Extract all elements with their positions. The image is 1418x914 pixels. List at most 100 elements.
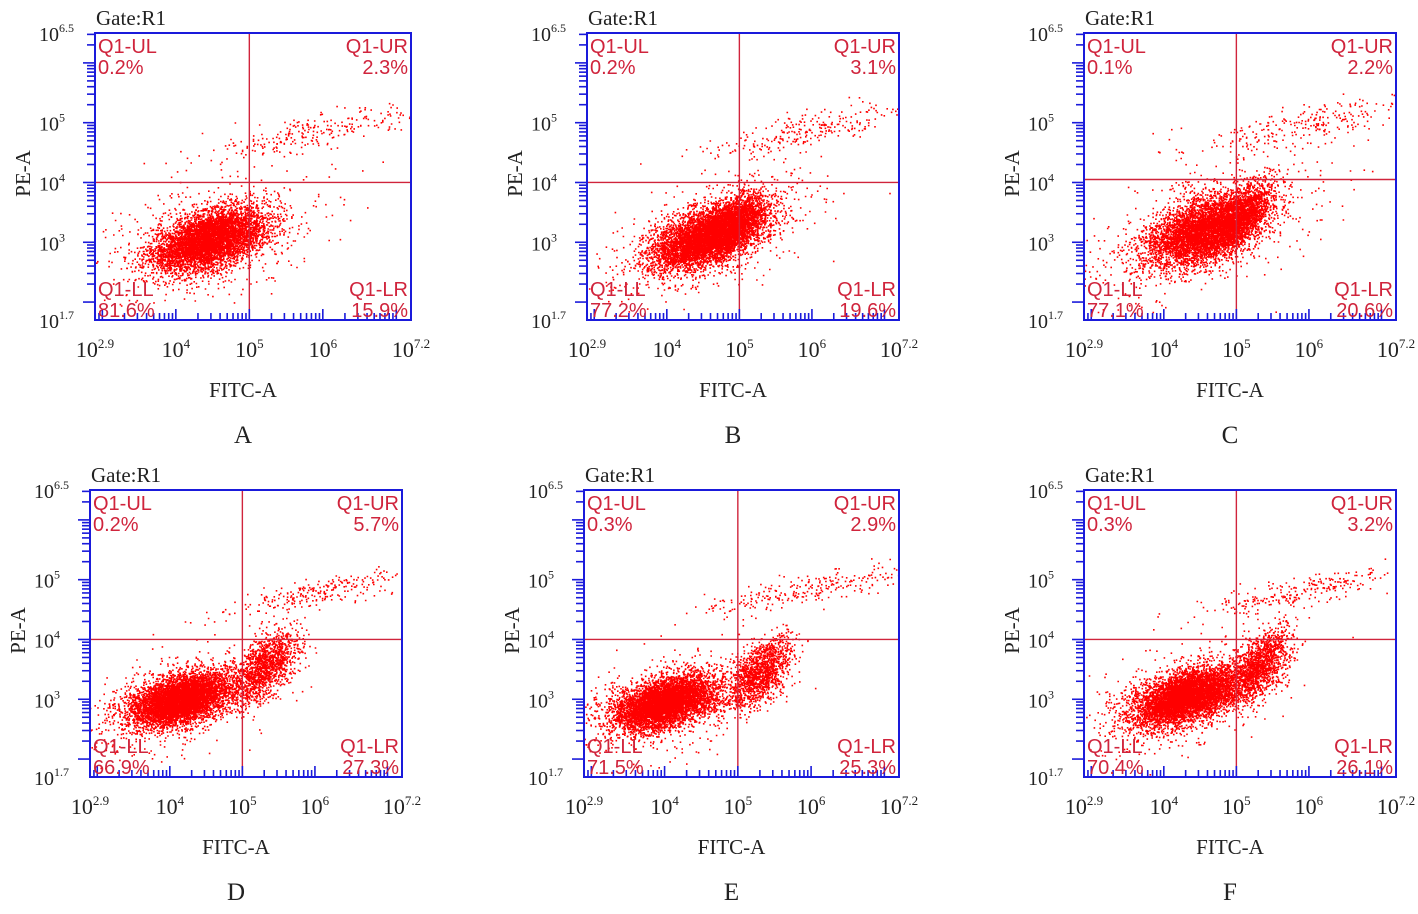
y-tick-label: 101.7 (39, 308, 74, 333)
quadrant-percent-q1-ur: 3.2% (1347, 514, 1393, 536)
plot-area (90, 490, 402, 777)
x-tick-label: 102.9 (71, 793, 109, 819)
y-tick-label: 106.5 (1028, 21, 1063, 46)
plot-frame (1083, 32, 1397, 321)
x-tick-label: 102.9 (568, 336, 606, 362)
gate-title: Gate:R1 (588, 6, 658, 30)
quadrant-percent-q1-ll: 71.5% (587, 757, 644, 779)
x-tick-label: 104 (162, 336, 191, 362)
y-tick-label: 104 (531, 170, 557, 195)
y-tick-label: 105 (1028, 568, 1054, 593)
panel-label: C (1222, 422, 1239, 449)
axis-ticks (572, 490, 886, 777)
quadrant-percent-q1-ul: 0.1% (1087, 57, 1133, 79)
x-tick-label: 106 (1295, 793, 1324, 819)
flow-plot-panel-b: 102.9 104 105 106 107.2 106.5 105 104 103 101.7 Ga… (503, 6, 918, 449)
panel-label: B (725, 422, 742, 449)
x-tick-label: 104 (156, 793, 185, 819)
quadrant-name-q1-ur: Q1-UR (1331, 493, 1393, 515)
x-tick-label: 106 (301, 793, 330, 819)
quadrant-name-q1-lr: Q1-LR (1334, 279, 1393, 301)
x-tick-label: 105 (228, 793, 256, 819)
plot-frame (586, 32, 900, 321)
quadrant-percent-q1-ll: 70.4% (1087, 757, 1144, 779)
flow-plot-panel-f: 102.9 104 105 106 107.2 106.5 105 104 103 101.7 Ga… (1000, 463, 1415, 906)
quadrant-percent-q1-lr: 25.3% (839, 757, 896, 779)
y-axis-label: PE-A (500, 606, 524, 654)
y-tick-label: 103 (34, 687, 60, 712)
quadrant-percent-q1-ur: 2.9% (850, 514, 896, 536)
quadrant-name-q1-ur: Q1-UR (1331, 36, 1393, 58)
quadrant-percent-q1-ul: 0.2% (590, 57, 636, 79)
y-tick-label: 104 (528, 627, 554, 652)
y-tick-label: 104 (39, 170, 65, 195)
y-tick-label: 101.7 (1028, 308, 1063, 333)
quadrant-name-q1-ur: Q1-UR (834, 493, 896, 515)
plot-frame (94, 32, 412, 321)
axis-ticks (1072, 490, 1383, 777)
y-tick-label: 105 (1028, 111, 1054, 136)
quadrant-percent-q1-lr: 26.1% (1336, 757, 1393, 779)
quadrant-percent-q1-ll: 77.2% (590, 300, 647, 322)
x-tick-label: 105 (1222, 336, 1251, 362)
event-dot-cloud (90, 566, 402, 770)
panel-label: D (227, 879, 245, 906)
x-tick-label: 106 (1295, 336, 1324, 362)
plot-area (587, 33, 899, 320)
quadrant-percent-q1-lr: 15.9% (351, 300, 408, 322)
x-axis-label: FITC-A (698, 835, 767, 859)
flow-plot-panel-d: 102.9 104 105 106 107.2 106.5 105 104 103 101.7 Ga… (6, 463, 421, 906)
gate-title: Gate:R1 (585, 463, 655, 487)
quadrant-name-q1-ll: Q1-LL (98, 279, 154, 301)
quadrant-percent-q1-ul: 0.3% (587, 514, 633, 536)
quadrant-percent-q1-ll: 77.1% (1087, 300, 1144, 322)
x-tick-label: 104 (653, 336, 682, 362)
x-axis-label: FITC-A (1196, 378, 1265, 402)
x-tick-label: 106 (798, 336, 827, 362)
x-tick-label: 105 (1222, 793, 1251, 819)
flow-plot-panel-a: 102.9 104 105 106 107.2 106.5 105 104 103 101.7 Ga… (11, 6, 430, 449)
plot-frame (583, 489, 900, 778)
quadrant-name-q1-lr: Q1-LR (349, 279, 408, 301)
y-tick-label: 106.5 (34, 478, 69, 503)
quadrant-name-q1-ul: Q1-UL (1087, 493, 1146, 515)
y-axis-label: PE-A (11, 149, 35, 197)
event-dots (95, 102, 411, 307)
axis-ticks (78, 490, 389, 777)
quadrant-percent-q1-ll: 81.6% (98, 300, 155, 322)
x-tick-label: 107.2 (880, 793, 918, 819)
plot-frame (89, 489, 403, 778)
x-tick-label: 102.9 (1065, 336, 1103, 362)
gate-title: Gate:R1 (1085, 463, 1155, 487)
y-tick-label: 101.7 (1028, 765, 1063, 790)
event-dot-cloud (95, 102, 411, 307)
gate-title: Gate:R1 (1085, 6, 1155, 30)
y-tick-label: 106.5 (39, 21, 74, 46)
plot-area (95, 33, 411, 320)
event-dot-cloud (588, 96, 899, 316)
plot-area (1084, 490, 1396, 777)
y-tick-label: 103 (39, 230, 65, 255)
flow-plot-panel-c: 102.9 104 105 106 107.2 106.5 105 104 103 101.7 Ga… (1000, 6, 1415, 449)
y-tick-label: 103 (1028, 687, 1054, 712)
quadrant-name-q1-ul: Q1-UL (590, 36, 649, 58)
x-tick-label: 104 (650, 793, 679, 819)
event-dots (1084, 93, 1396, 320)
quadrant-name-q1-ll: Q1-LL (93, 736, 149, 758)
y-tick-label: 101.7 (528, 765, 563, 790)
x-tick-label: 107.2 (880, 336, 918, 362)
y-tick-label: 103 (528, 687, 554, 712)
y-tick-label: 105 (34, 568, 60, 593)
x-tick-label: 104 (1150, 336, 1179, 362)
x-axis-label: FITC-A (1196, 835, 1265, 859)
x-tick-label: 105 (235, 336, 263, 362)
x-tick-label: 102.9 (1065, 793, 1103, 819)
gate-title: Gate:R1 (91, 463, 161, 487)
event-dots (584, 558, 899, 774)
y-tick-label: 103 (531, 230, 557, 255)
x-axis-label: FITC-A (699, 378, 768, 402)
x-tick-label: 106 (309, 336, 338, 362)
panel-label: E (724, 879, 739, 906)
gate-title: Gate:R1 (96, 6, 166, 30)
event-dots (90, 566, 402, 770)
